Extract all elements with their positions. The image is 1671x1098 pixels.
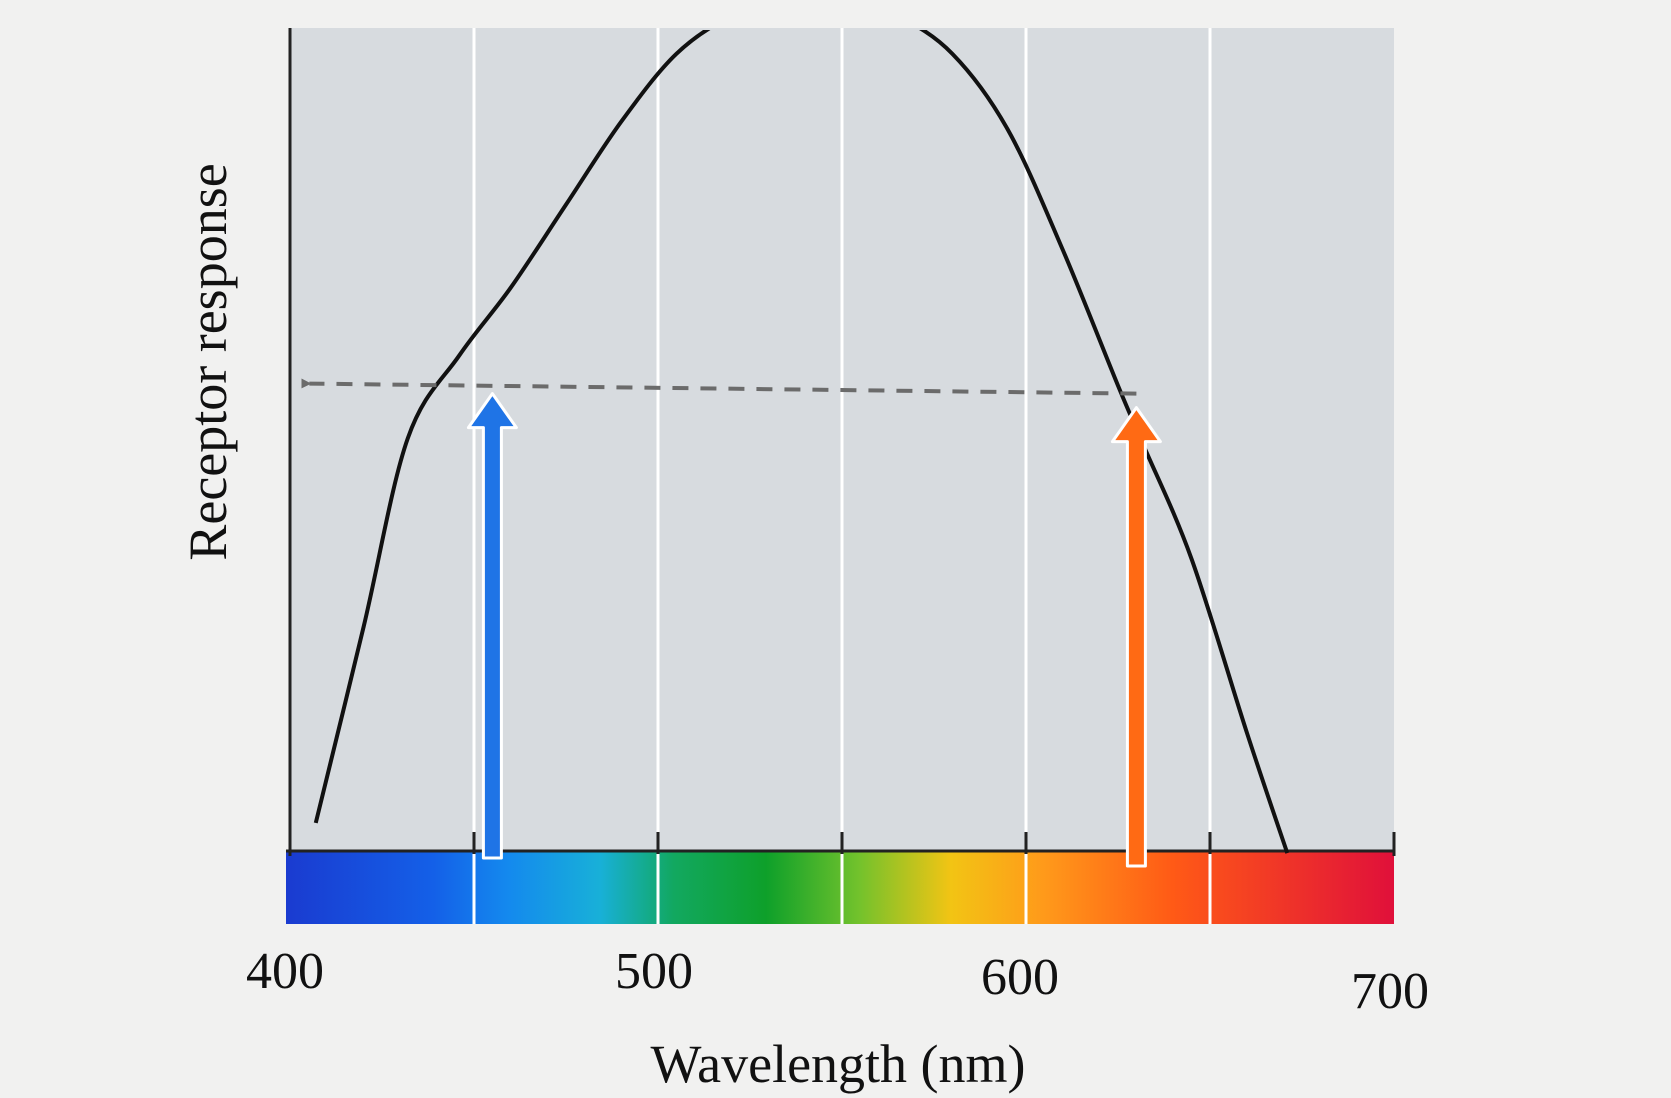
x-tick-label-700: 700 xyxy=(1351,963,1429,1020)
orange-wavelength-arrow xyxy=(1110,406,1162,868)
blue-wavelength-arrow xyxy=(466,392,518,860)
receptor-response-curve xyxy=(313,30,1290,854)
x-tick-label-400: 400 xyxy=(246,943,324,1000)
y-axis-title: Receptor response xyxy=(178,163,238,560)
x-axis-title: Wavelength (nm) xyxy=(650,1034,1025,1094)
spectrum-bar xyxy=(286,852,1394,924)
x-tick-marks xyxy=(288,832,1396,924)
x-tick-label-600: 600 xyxy=(981,949,1059,1006)
x-tick-label-500: 500 xyxy=(615,943,693,1000)
